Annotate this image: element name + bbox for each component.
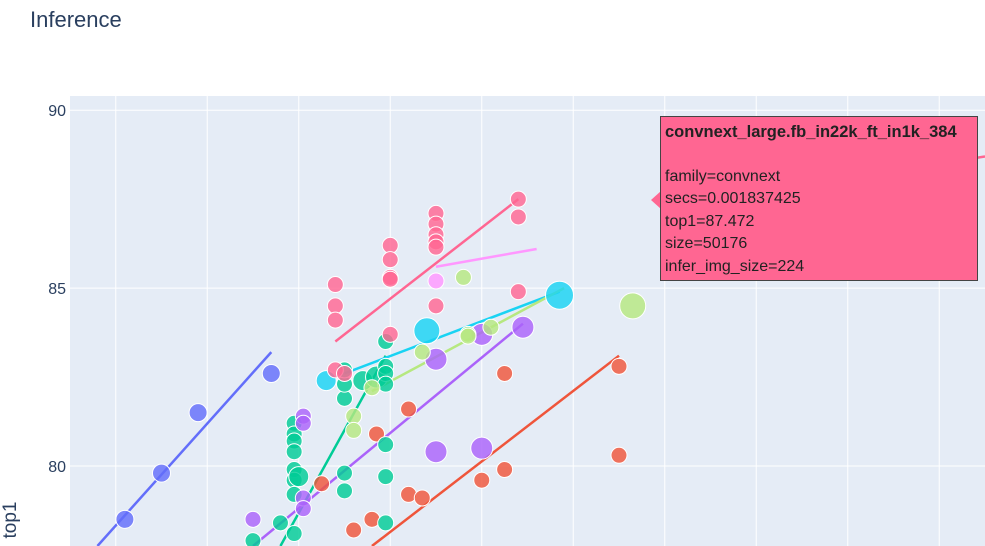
point-red-10[interactable] [610, 357, 628, 375]
hover-tooltip: convnext_large.fb_in22k_ft_in1k_384 fami… [660, 116, 978, 281]
y-tick-label-85: 85 [48, 281, 66, 298]
point-blue-3[interactable] [261, 363, 281, 383]
point-pink-6[interactable] [381, 251, 399, 269]
point-red-6[interactable] [413, 489, 431, 507]
point-green-22[interactable] [377, 436, 395, 454]
point-pink-17[interactable] [509, 208, 527, 226]
point-purple-0[interactable] [244, 510, 262, 528]
point-green-15[interactable] [336, 482, 353, 500]
point-pink-5[interactable] [381, 236, 399, 254]
point-pink-8[interactable] [381, 270, 399, 288]
point-lime-2[interactable] [363, 379, 381, 397]
point-green-0[interactable] [244, 532, 262, 546]
point-cyan-1[interactable] [413, 317, 441, 345]
tooltip-line-secs: secs=0.001837425 [665, 190, 801, 208]
point-lime-8[interactable] [619, 292, 647, 320]
point-green-24[interactable] [377, 514, 395, 532]
point-pink-4[interactable] [336, 364, 353, 382]
point-cyan-2[interactable] [545, 280, 575, 310]
point-pink-9[interactable] [381, 325, 399, 343]
point-red-7[interactable] [473, 471, 491, 489]
point-pink-16[interactable] [509, 190, 527, 208]
point-blue-1[interactable] [152, 463, 171, 483]
point-purple-7[interactable] [470, 436, 494, 460]
y-gridlines [70, 109, 985, 467]
tooltip-line-img-size: infer_img_size=224 [665, 257, 805, 275]
tooltip-line-family: family=convnext [665, 167, 781, 185]
trend-line-pink [334, 198, 520, 343]
point-lime-6[interactable] [459, 327, 477, 345]
point-lime-0[interactable] [345, 407, 363, 425]
y-tick-label-90: 90 [48, 103, 66, 120]
point-green-2[interactable] [285, 525, 303, 543]
trend-line-magenta [435, 247, 537, 268]
point-lime-7[interactable] [482, 318, 500, 336]
point-pink-15[interactable] [427, 297, 445, 315]
point-lime-3[interactable] [413, 343, 431, 361]
point-red-0[interactable] [313, 475, 331, 493]
y-axis-title: top1 [0, 502, 21, 539]
point-green-11[interactable] [336, 389, 353, 407]
point-red-9[interactable] [496, 364, 514, 382]
point-pink-1[interactable] [326, 297, 344, 315]
point-pink-18[interactable] [509, 283, 527, 301]
point-green-14[interactable] [336, 464, 353, 482]
point-red-4[interactable] [400, 400, 418, 418]
point-blue-0[interactable] [115, 509, 135, 529]
trend-line-red [371, 354, 620, 546]
data-points[interactable] [115, 190, 647, 546]
point-red-11[interactable] [610, 446, 628, 464]
point-green-6[interactable] [285, 443, 303, 461]
chart-title: Inference [30, 7, 122, 32]
tooltip-pointer [651, 191, 661, 209]
y-tick-labels: 80 85 90 [48, 103, 66, 476]
point-red-1[interactable] [345, 521, 363, 539]
point-pink-14[interactable] [427, 238, 445, 256]
tooltip-line-size: size=50176 [665, 235, 748, 253]
point-purple-2[interactable] [294, 414, 312, 432]
point-purple-4[interactable] [294, 500, 312, 518]
tooltip-title: convnext_large.fb_in22k_ft_in1k_384 [665, 123, 957, 141]
point-pink-0[interactable] [326, 276, 344, 294]
point-pink-2[interactable] [326, 311, 344, 329]
tooltip-line-top1: top1=87.472 [665, 212, 755, 230]
point-red-8[interactable] [496, 461, 514, 479]
point-purple-9[interactable] [511, 315, 535, 339]
point-lime-1[interactable] [345, 421, 363, 439]
y-tick-label-80: 80 [48, 459, 66, 476]
point-green-10[interactable] [288, 466, 310, 488]
point-magenta-0[interactable] [427, 272, 445, 290]
point-lime-4[interactable] [454, 268, 472, 286]
point-green-23[interactable] [377, 468, 395, 486]
point-purple-5[interactable] [424, 440, 448, 464]
point-blue-2[interactable] [188, 403, 208, 423]
point-green-1[interactable] [271, 514, 289, 532]
